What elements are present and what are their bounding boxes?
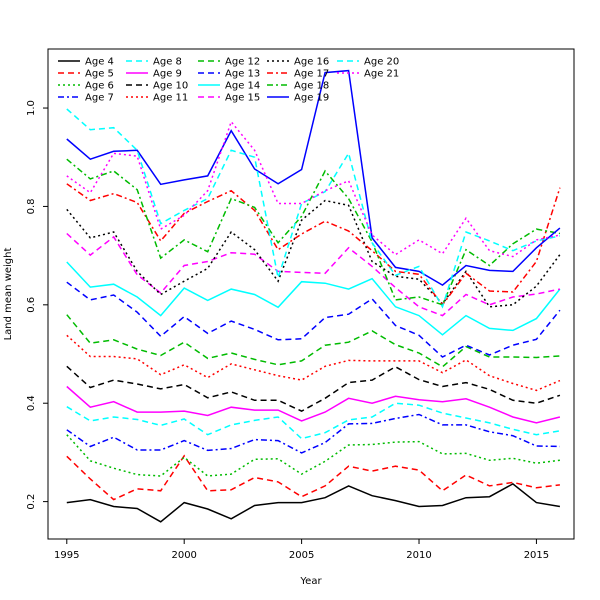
legend-label-age-14: Age 14 (225, 81, 260, 92)
x-tick-label: 2000 (171, 550, 196, 561)
plot-frame (47, 48, 575, 540)
legend-label-age-6: Age 6 (85, 81, 114, 92)
legend-label-age-9: Age 9 (153, 69, 182, 80)
legend-label-age-20: Age 20 (364, 57, 399, 68)
x-tick-label: 2010 (406, 550, 431, 561)
series-line-age-4 (66, 483, 561, 523)
series-line-age-5 (66, 454, 560, 501)
series-line-age-19 (66, 69, 561, 287)
series-line-age-13 (66, 281, 561, 358)
x-axis: 1995 2000 2005 2010 2015 (54, 539, 549, 561)
x-tick-label: 2005 (289, 550, 314, 561)
legend-label-age-19: Age 19 (294, 93, 329, 104)
series-line-age-14 (66, 261, 561, 336)
series-line-age-17 (66, 183, 561, 307)
series-layer (66, 69, 561, 523)
legend-label-age-17: Age 17 (294, 69, 329, 80)
y-tick-label: 0.6 (26, 297, 37, 313)
y-tick-label: 0.4 (26, 395, 37, 411)
x-tick-label: 1995 (54, 550, 79, 561)
legend-label-age-7: Age 7 (85, 93, 114, 104)
legend-label-age-15: Age 15 (225, 93, 260, 104)
legend-label-age-4: Age 4 (85, 57, 114, 68)
x-axis-title: Year (299, 576, 322, 587)
series-line-age-12 (66, 314, 560, 368)
series-line-age-6 (66, 434, 560, 477)
y-tick-label: 0.8 (26, 198, 37, 214)
legend-label-age-12: Age 12 (225, 57, 260, 68)
series-line-age-15 (66, 232, 561, 317)
legend-label-age-8: Age 8 (153, 57, 182, 68)
series-line-age-21 (66, 120, 561, 258)
y-axis: 0.2 0.4 0.6 0.8 1.0 (26, 100, 48, 510)
legend-label-age-13: Age 13 (225, 69, 260, 80)
y-tick-label: 1.0 (26, 100, 37, 116)
series-line-age-8 (66, 402, 561, 440)
legend-label-age-10: Age 10 (153, 81, 188, 92)
series-line-age-16 (66, 199, 561, 308)
x-tick-label: 2015 (524, 550, 549, 561)
series-line-age-10 (66, 365, 561, 412)
legend-label-age-16: Age 16 (294, 57, 329, 68)
y-axis-title: Land mean weight (3, 248, 14, 341)
series-line-age-20 (66, 108, 561, 309)
y-tick-label: 0.2 (26, 494, 37, 510)
series-line-age-9 (66, 385, 561, 424)
legend-label-age-18: Age 18 (294, 81, 329, 92)
legend-label-age-5: Age 5 (85, 69, 114, 80)
series-line-age-7 (66, 413, 560, 454)
legend-label-age-11: Age 11 (153, 93, 188, 104)
legend-label-age-21: Age 21 (364, 69, 399, 80)
series-line-age-11 (66, 334, 561, 392)
series-line-age-18 (66, 158, 561, 306)
